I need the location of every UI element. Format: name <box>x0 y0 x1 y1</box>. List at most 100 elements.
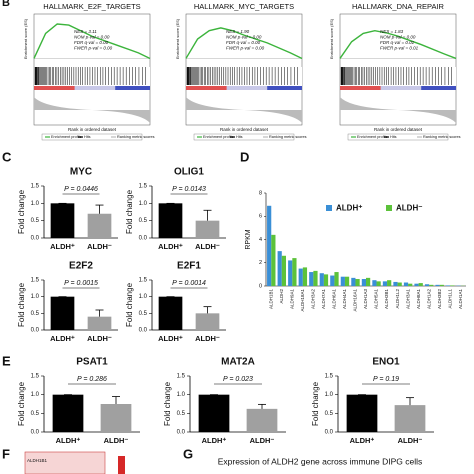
bar <box>361 279 366 286</box>
bar <box>346 394 378 432</box>
y-axis-title: Fold change <box>17 282 26 327</box>
y-tick-label: 1.5 <box>31 278 40 284</box>
y-axis-title: Enrichment score (ES) <box>329 18 334 59</box>
stat-text: NOM p-val = 0.00 <box>380 35 416 40</box>
panel-title: Expression of ALDH2 gene across immune D… <box>218 456 423 466</box>
bar <box>403 282 409 286</box>
x-tick-label: ALDH3B1 <box>384 289 389 310</box>
x-tick-label: ALDH⁻ <box>87 334 112 343</box>
x-tick-label: ALDH4A1 <box>342 289 347 310</box>
bar <box>397 282 402 286</box>
chart-title: MYC <box>70 167 92 178</box>
bar <box>100 404 132 432</box>
x-tick-label: ALDH1A2 <box>426 289 431 310</box>
x-tick-label: ALDH⁺ <box>158 242 183 251</box>
legend-label: Ranking metric scores <box>423 135 461 139</box>
p-value: P = 0.023 <box>223 376 253 383</box>
bar <box>309 272 314 286</box>
bar <box>429 284 434 286</box>
chart-title: HALLMARK_DNA_REPAIR <box>352 2 445 11</box>
bar <box>198 394 230 432</box>
hit-stripe-bg <box>34 67 150 86</box>
y-tick-label: 4 <box>259 237 262 243</box>
chart-title: PSAT1 <box>76 357 108 368</box>
bar <box>414 283 419 286</box>
y-tick-label: 0.0 <box>177 430 186 436</box>
chart-title: E2F1 <box>177 261 201 272</box>
rank-colorbar-blue <box>115 86 150 90</box>
y-tick-label: 1.5 <box>325 374 334 380</box>
x-tick-label: ALDH⁻ <box>195 242 220 251</box>
chart-title: E2F2 <box>69 261 93 272</box>
bar <box>298 268 303 286</box>
ranking-metric-area <box>186 97 302 123</box>
y-tick-label: 0.0 <box>31 430 40 436</box>
y-tick-label: 0.5 <box>177 411 186 417</box>
p-value: P = 0.286 <box>77 376 107 383</box>
y-tick-label: 0.5 <box>31 411 40 417</box>
bar <box>195 313 220 330</box>
chart-title: HALLMARK_MYC_TARGETS <box>194 2 294 11</box>
x-axis-title: Rank in ordered dataset <box>68 127 117 132</box>
bar <box>302 267 308 286</box>
bar <box>424 284 430 286</box>
x-tick-label: ALDH1B1 <box>268 289 273 310</box>
x-tick-label: ALDH1L1 <box>447 289 452 309</box>
bar <box>267 205 272 286</box>
y-tick-label: 0.0 <box>325 430 334 436</box>
legend-label: Ranking metric scores <box>117 135 155 139</box>
stat-text: FDR q-val = 0.01 <box>380 40 415 45</box>
x-tick-label: ALDH⁻ <box>104 436 129 445</box>
legend-label: Hits <box>236 135 243 139</box>
panel-label: F <box>2 446 10 461</box>
stat-text: FWER p-val = 0.00 <box>74 46 113 51</box>
rank-colorbar-red <box>340 86 381 90</box>
bar <box>366 277 371 286</box>
x-tick-label: ALDH7A1 <box>321 289 326 310</box>
bar <box>382 281 388 286</box>
x-tick-label: ALDH3A1 <box>405 289 410 310</box>
ranking-metric-area <box>340 97 456 123</box>
y-tick-label: 6 <box>259 214 262 220</box>
rank-colorbar <box>340 86 456 90</box>
heatmap <box>24 451 106 474</box>
bar <box>87 316 112 330</box>
heatmap-row-label: ALDH1B1 <box>27 458 48 463</box>
y-tick-label: 1.5 <box>31 184 40 190</box>
y-tick-label: 1.5 <box>177 374 186 380</box>
stat-text: FDR q-val = 0.00 <box>74 40 109 45</box>
bar <box>376 281 381 286</box>
y-tick-label: 0.5 <box>325 411 334 417</box>
y-tick-label: 8 <box>259 190 262 196</box>
y-tick-label: 1.5 <box>31 374 40 380</box>
chart-title: OLIG1 <box>174 167 204 178</box>
bar <box>158 203 183 238</box>
bar <box>323 274 329 286</box>
heatmap-scale <box>118 456 125 474</box>
y-tick-label: 1.5 <box>139 278 148 284</box>
legend-label: Enrichment profile <box>357 135 388 139</box>
panel-label: D <box>240 149 249 164</box>
y-tick-label: 0 <box>259 283 262 289</box>
stat-text: NES = 1.90 <box>226 29 250 34</box>
y-axis-title: RPKM <box>245 229 252 249</box>
x-tick-label: ALDH8A1 <box>416 289 421 310</box>
bar <box>355 279 360 286</box>
y-axis-title: Fold change <box>163 381 172 426</box>
y-axis-title: Enrichment score (ES) <box>23 18 28 59</box>
bar <box>344 276 350 286</box>
y-tick-label: 1.0 <box>31 201 40 207</box>
x-tick-label: ALDH9A1 <box>290 289 295 310</box>
y-tick-label: 0.0 <box>139 236 148 242</box>
y-axis-title: Enrichment score (ES) <box>175 18 180 59</box>
y-tick-label: 0.5 <box>139 218 148 224</box>
bar <box>50 296 75 330</box>
rank-colorbar-blue <box>421 86 456 90</box>
bar <box>158 296 183 330</box>
stat-text: NES = 1.83 <box>380 29 404 34</box>
bar <box>418 283 423 286</box>
x-tick-label: ALDH1A3 <box>363 289 368 310</box>
hit-stripe-bg <box>186 67 302 86</box>
legend-label: ALDH⁻ <box>396 204 422 213</box>
x-tick-label: ALDH⁺ <box>50 242 75 251</box>
